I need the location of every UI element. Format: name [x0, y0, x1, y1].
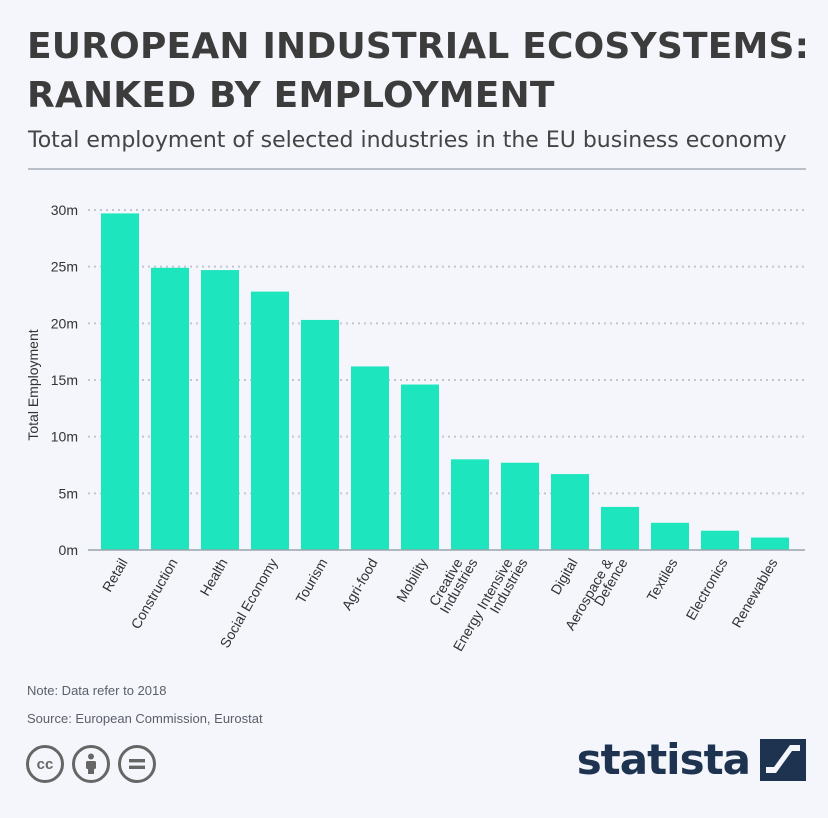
chart-title: EUROPEAN INDUSTRIAL ECOSYSTEMS: RANKED B…	[27, 22, 817, 120]
y-tick-label: 5m	[59, 485, 78, 501]
y-tick-label: 25m	[51, 259, 78, 275]
bar	[501, 462, 539, 550]
no-derivatives-icon[interactable]	[118, 745, 156, 783]
bar	[201, 270, 239, 550]
x-tick-label: Health	[197, 556, 231, 599]
statista-logo-icon	[760, 738, 806, 781]
bar	[751, 537, 789, 550]
bar	[701, 530, 739, 550]
x-tick-label: Retail	[99, 556, 131, 595]
title-line-2: RANKED BY EMPLOYMENT	[27, 75, 555, 116]
note-text: Note: Data refer to 2018	[27, 683, 167, 698]
y-axis-label: Total Employment	[25, 329, 41, 440]
x-tick-label: Agri-food	[338, 556, 380, 613]
x-tick-label: Renewables	[728, 556, 780, 631]
y-tick-label: 10m	[51, 429, 78, 445]
bar	[551, 474, 589, 550]
header-divider	[28, 168, 806, 170]
x-tick-label: Tourism	[292, 556, 330, 606]
statista-logo[interactable]: statista	[577, 735, 806, 784]
y-tick-label: 30m	[51, 202, 78, 218]
y-tick-label: 0m	[59, 542, 78, 558]
chart-subtitle: Total employment of selected industries …	[28, 128, 787, 153]
x-tick-label: Mobility	[393, 556, 431, 605]
bar	[101, 213, 139, 550]
y-tick-label: 20m	[51, 315, 78, 331]
bar	[351, 366, 389, 550]
bar	[251, 291, 289, 550]
y-tick-label: 15m	[51, 372, 78, 388]
bar	[601, 506, 639, 550]
x-tick-label: Textiles	[643, 556, 680, 604]
x-tick-label: Electronics	[683, 556, 731, 623]
cc-icon[interactable]: cc	[26, 745, 64, 783]
bar	[651, 522, 689, 550]
title-line-1: EUROPEAN INDUSTRIAL ECOSYSTEMS:	[27, 26, 810, 67]
brand-name: statista	[576, 735, 751, 784]
bar-chart: 0m 5m 10m 15m 20m 25m 30m Total Employment Retai…	[25, 202, 805, 654]
bar	[151, 267, 189, 550]
x-tick-label: Digital	[547, 556, 580, 598]
source-text: Source: European Commission, Eurostat	[27, 711, 263, 726]
bar	[451, 459, 489, 550]
bar	[401, 384, 439, 550]
license-icons: cc	[26, 745, 156, 783]
x-tick-label: Construction	[127, 556, 180, 632]
bar	[301, 319, 339, 550]
attribution-icon[interactable]	[72, 745, 110, 783]
